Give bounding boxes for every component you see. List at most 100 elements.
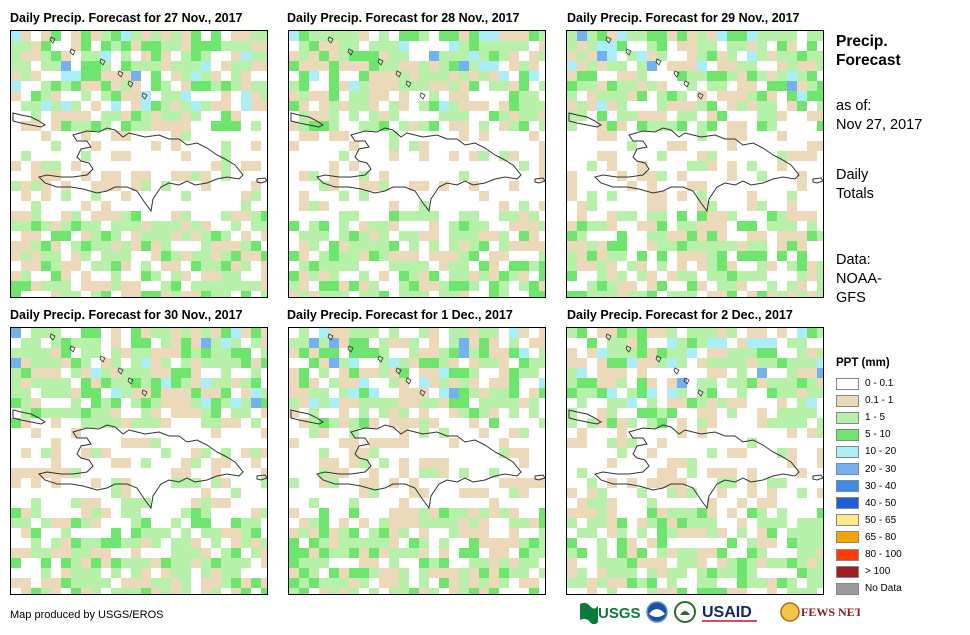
precip-cell — [389, 191, 399, 201]
precip-cell — [757, 368, 767, 378]
precip-cell — [91, 201, 101, 211]
precip-cell — [51, 338, 61, 348]
precip-cell — [201, 378, 211, 388]
precip-cell — [181, 358, 191, 368]
precip-cell — [409, 448, 419, 458]
precip-cell — [697, 121, 707, 131]
precip-cell — [807, 348, 817, 358]
precip-cell — [419, 478, 429, 488]
precip-cell — [251, 588, 261, 594]
precip-cell — [479, 281, 489, 291]
precip-cell — [489, 548, 499, 558]
precip-cell — [359, 458, 369, 468]
precip-cell — [627, 348, 637, 358]
precip-cell — [617, 478, 627, 488]
legend-item: 80 - 100 — [836, 548, 902, 561]
precip-cell — [529, 151, 539, 161]
precip-cell — [429, 61, 439, 71]
precip-cell — [707, 161, 717, 171]
precip-cell — [221, 378, 231, 388]
precip-cell — [697, 328, 707, 338]
precip-cell — [587, 398, 597, 408]
precip-cell — [499, 338, 509, 348]
precip-cell — [529, 448, 539, 458]
precip-cell — [687, 588, 697, 594]
precip-cell — [121, 111, 131, 121]
precip-cell — [201, 388, 211, 398]
precip-cell — [597, 588, 607, 594]
precip-cell — [737, 458, 747, 468]
precip-cell — [161, 41, 171, 51]
precip-cell — [757, 41, 767, 51]
precip-cell — [777, 588, 787, 594]
precip-cell — [787, 568, 797, 578]
precip-cell — [201, 478, 211, 488]
precip-cell — [11, 498, 21, 508]
precip-cell — [469, 271, 479, 281]
precip-cell — [677, 428, 687, 438]
precip-cell — [707, 468, 717, 478]
precip-cell — [191, 348, 201, 358]
precip-cell — [539, 408, 545, 418]
precip-cell — [587, 478, 597, 488]
precip-cell — [389, 538, 399, 548]
precip-cell — [171, 261, 181, 271]
precip-cell — [11, 518, 21, 528]
precip-cell — [31, 328, 41, 338]
precip-cell — [241, 408, 251, 418]
precip-cell — [151, 328, 161, 338]
precip-cell — [81, 558, 91, 568]
precip-cell — [11, 588, 21, 594]
precip-cell — [309, 388, 319, 398]
precip-cell — [489, 271, 499, 281]
precip-cell — [459, 281, 469, 291]
precip-cell — [449, 338, 459, 348]
precip-cell — [289, 251, 299, 261]
precip-cell — [11, 61, 21, 71]
precip-cell — [687, 271, 697, 281]
precip-cell — [489, 348, 499, 358]
precip-cell — [707, 261, 717, 271]
precip-cell — [469, 578, 479, 588]
precip-cell — [131, 538, 141, 548]
precip-cell — [597, 348, 607, 358]
precip-cell — [607, 121, 617, 131]
precip-cell — [617, 358, 627, 368]
precip-cell — [241, 378, 251, 388]
precip-cell — [539, 328, 545, 338]
precip-cell — [439, 141, 449, 151]
precip-cell — [459, 558, 469, 568]
precip-cell — [111, 368, 121, 378]
precip-cell — [817, 261, 823, 271]
forecast-map-2 — [288, 30, 546, 298]
precip-cell — [41, 408, 51, 418]
precip-cell — [81, 428, 91, 438]
precip-cell — [469, 81, 479, 91]
precip-cell — [151, 281, 161, 291]
precip-cell — [241, 578, 251, 588]
precip-cell — [389, 418, 399, 428]
precip-cell — [419, 61, 429, 71]
precip-cell — [797, 478, 807, 488]
precip-cell — [151, 528, 161, 538]
precip-cell — [71, 408, 81, 418]
precip-cell — [221, 241, 231, 251]
precip-cell — [667, 498, 677, 508]
precip-cell — [817, 488, 823, 498]
precip-cell — [797, 428, 807, 438]
precip-cell — [539, 538, 545, 548]
precip-cell — [409, 271, 419, 281]
precip-cell — [111, 488, 121, 498]
precip-cell — [567, 281, 577, 291]
precip-cell — [797, 61, 807, 71]
usgs-logo-text: USGS — [598, 605, 640, 622]
precip-cell — [191, 408, 201, 418]
precip-cell — [697, 221, 707, 231]
precip-cell — [697, 438, 707, 448]
precip-cell — [667, 558, 677, 568]
precip-cell — [617, 91, 627, 101]
precip-cell — [617, 538, 627, 548]
precip-cell — [289, 408, 299, 418]
precip-cell — [21, 488, 31, 498]
precip-cell — [211, 528, 221, 538]
